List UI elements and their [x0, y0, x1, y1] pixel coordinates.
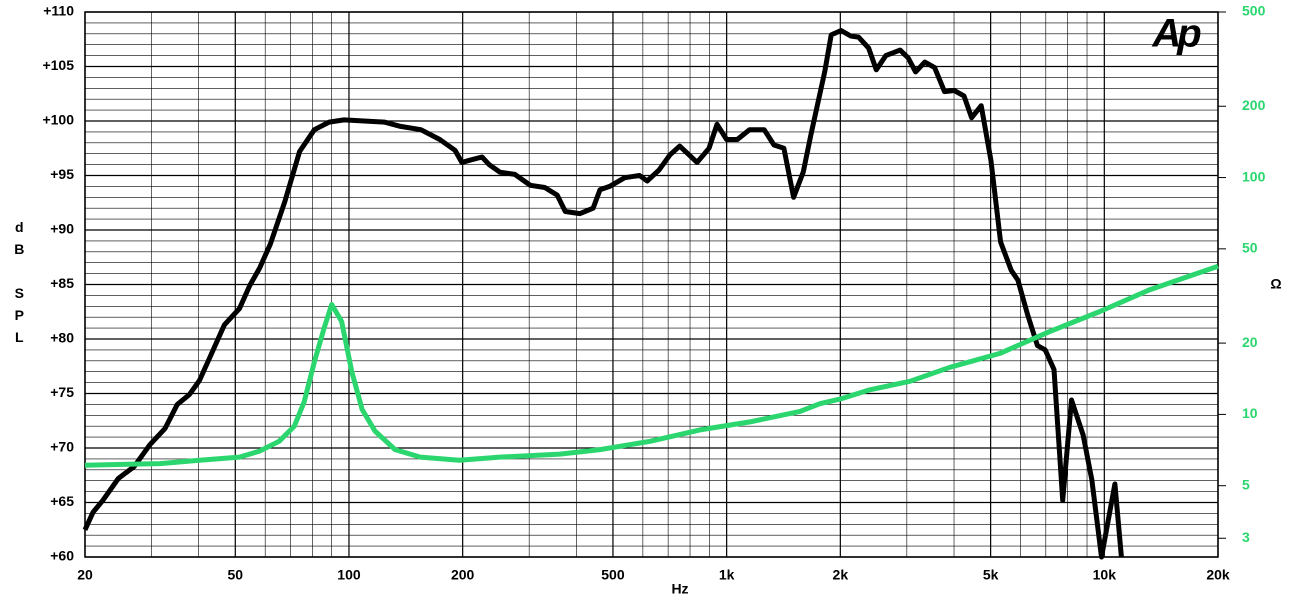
x-tick-label: 20k — [1206, 567, 1230, 583]
y-tick-label: +65 — [50, 493, 74, 509]
data-line — [84, 263, 1219, 468]
x-tick-label: 5k — [983, 567, 999, 583]
y2-tick-label: 3 — [1242, 529, 1250, 545]
y-axis-label: dB SPL — [11, 219, 27, 351]
y-tick-label: +95 — [50, 166, 74, 182]
y-tick-label: +80 — [50, 330, 74, 346]
y2-axis-label: Ω — [1270, 276, 1281, 292]
y2-tick-label: 5 — [1242, 476, 1250, 492]
y-tick-label: +90 — [50, 221, 74, 237]
x-tick-label: 100 — [337, 567, 361, 583]
y2-tick-label: 50 — [1242, 240, 1258, 256]
x-tick-label: 20 — [77, 567, 93, 583]
y-tick-label: +85 — [50, 275, 74, 291]
y-tick-label: +105 — [42, 57, 74, 73]
data-line — [82, 28, 1124, 560]
y-tick-label: +110 — [43, 3, 74, 19]
y-tick-label: +100 — [42, 112, 74, 128]
y2-tick-label: 100 — [1242, 168, 1266, 184]
x-tick-label: 10k — [1093, 567, 1117, 583]
y2-tick-label: 10 — [1242, 405, 1258, 421]
x-tick-label: 500 — [601, 567, 625, 583]
plot-frame — [84, 11, 1219, 558]
x-tick-label: 1k — [719, 567, 735, 583]
y-tick-label: +75 — [50, 384, 74, 400]
y2-tick-label: 200 — [1242, 97, 1266, 113]
x-tick-label: 2k — [833, 567, 849, 583]
x-axis-label: Hz — [671, 581, 688, 597]
x-tick-label: 200 — [451, 567, 475, 583]
y-tick-label: +70 — [50, 439, 74, 455]
y2-tick-label: 500 — [1242, 3, 1266, 19]
y2-tick-label: 20 — [1242, 334, 1258, 350]
x-tick-label: 50 — [227, 567, 243, 583]
y-tick-label: +60 — [50, 548, 74, 564]
